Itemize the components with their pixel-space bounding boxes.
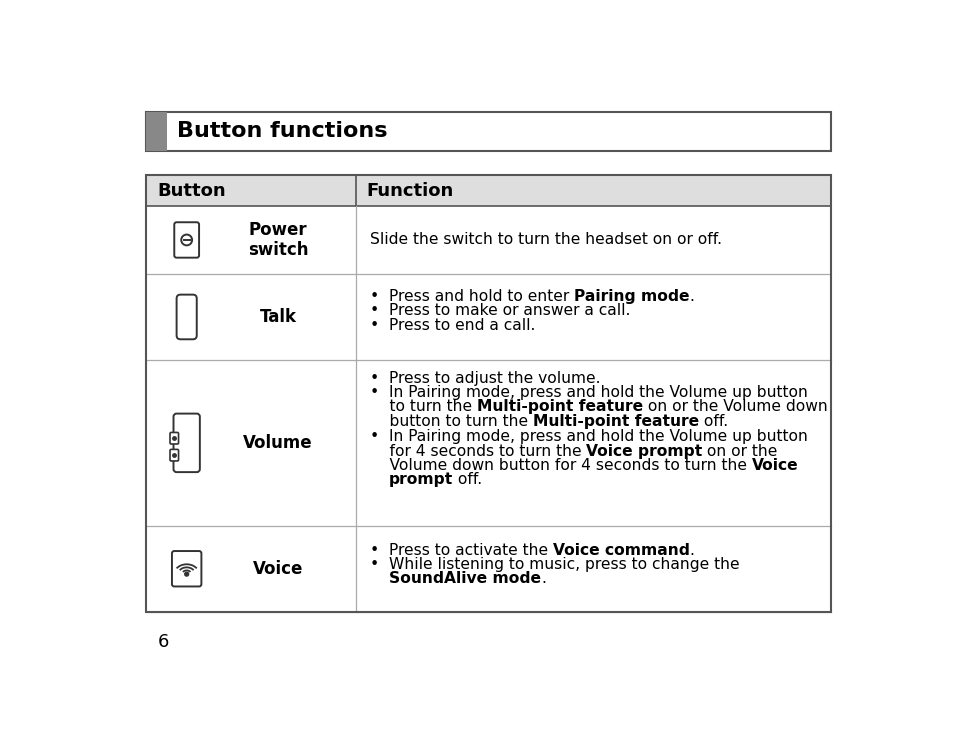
FancyBboxPatch shape <box>174 223 199 257</box>
Text: Button functions: Button functions <box>177 122 388 142</box>
Bar <box>146 112 831 151</box>
Text: Multi-point feature: Multi-point feature <box>476 399 642 414</box>
Text: .: . <box>688 289 694 304</box>
Text: Volume: Volume <box>243 434 313 452</box>
Text: Volume down button for 4 seconds to turn the: Volume down button for 4 seconds to turn… <box>369 458 751 473</box>
Text: to turn the: to turn the <box>369 399 476 414</box>
Text: •  In Pairing mode, press and hold the Volume up button: • In Pairing mode, press and hold the Vo… <box>369 430 806 444</box>
Text: •  Press to make or answer a call.: • Press to make or answer a call. <box>369 303 629 318</box>
FancyBboxPatch shape <box>170 433 178 444</box>
FancyBboxPatch shape <box>173 413 199 472</box>
Bar <box>146 175 831 206</box>
Text: for 4 seconds to turn the: for 4 seconds to turn the <box>369 444 585 459</box>
Text: off.: off. <box>453 472 482 487</box>
Circle shape <box>185 572 189 576</box>
Text: .: . <box>540 571 545 586</box>
Text: •  Press to end a call.: • Press to end a call. <box>369 318 535 332</box>
FancyBboxPatch shape <box>172 551 201 586</box>
Text: prompt: prompt <box>389 472 453 487</box>
Text: Multi-point feature: Multi-point feature <box>532 413 698 429</box>
Text: Function: Function <box>366 182 454 200</box>
Text: button to turn the: button to turn the <box>369 413 532 429</box>
Text: off.: off. <box>698 413 727 429</box>
Text: Button: Button <box>157 182 226 200</box>
Text: •  In Pairing mode, press and hold the Volume up button: • In Pairing mode, press and hold the Vo… <box>369 385 806 400</box>
FancyBboxPatch shape <box>170 450 178 461</box>
Text: Pairing mode: Pairing mode <box>573 289 688 304</box>
Text: Voice command: Voice command <box>552 542 689 557</box>
Bar <box>146 175 831 612</box>
Text: •  While listening to music, press to change the: • While listening to music, press to cha… <box>369 556 739 572</box>
Text: on or the Volume down: on or the Volume down <box>642 399 826 414</box>
Text: on or the: on or the <box>701 444 777 459</box>
FancyBboxPatch shape <box>176 295 196 339</box>
Text: •  Press and hold to enter: • Press and hold to enter <box>369 289 573 304</box>
Text: 6: 6 <box>158 633 170 651</box>
Bar <box>146 112 167 151</box>
Text: Voice prompt: Voice prompt <box>585 444 701 459</box>
Text: •  Press to activate the: • Press to activate the <box>369 542 552 557</box>
Text: Voice: Voice <box>253 559 303 578</box>
Text: .: . <box>689 542 694 557</box>
Text: SoundAlive mode: SoundAlive mode <box>389 571 540 586</box>
Text: Power
switch: Power switch <box>248 220 308 260</box>
Text: Talk: Talk <box>259 308 296 326</box>
Text: •  Press to adjust the volume.: • Press to adjust the volume. <box>369 371 599 386</box>
Text: Slide the switch to turn the headset on or off.: Slide the switch to turn the headset on … <box>369 232 720 248</box>
Text: Voice: Voice <box>751 458 798 473</box>
